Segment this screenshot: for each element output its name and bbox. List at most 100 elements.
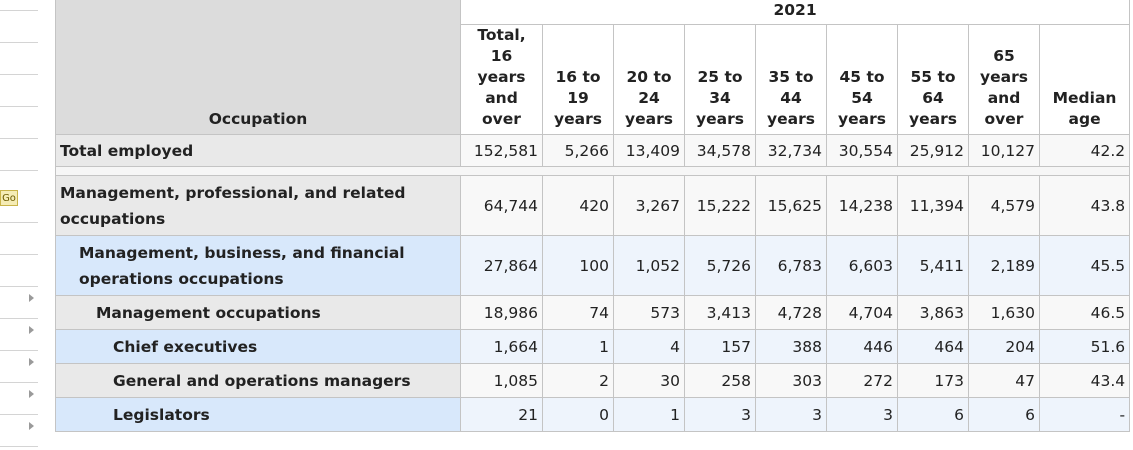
cell-value: 258 <box>684 363 756 398</box>
col-header-45-54: 45 to 54 years <box>826 24 898 135</box>
cell-value: 2 <box>542 363 614 398</box>
left-gutter: Go <box>0 0 38 450</box>
cell-value: 74 <box>542 295 614 330</box>
cell-value: 4,704 <box>826 295 898 330</box>
cell-value: 1,664 <box>460 329 543 364</box>
cell-value: 6 <box>968 397 1040 432</box>
cell-value: 14,238 <box>826 175 898 236</box>
col-header-20-24: 20 to 24 years <box>613 24 685 135</box>
table-row: Total employed 152,581 5,266 13,409 34,5… <box>55 134 1131 167</box>
cell-value: - <box>1038 397 1131 432</box>
cell-value: 30,554 <box>826 134 898 167</box>
expand-arrow-icon[interactable] <box>29 358 34 366</box>
cell-value: 3,267 <box>613 175 685 236</box>
cell-value: 18,986 <box>460 295 543 330</box>
row-label: General and operations managers <box>55 363 461 398</box>
cell-value: 3,863 <box>897 295 969 330</box>
cell-value: 27,864 <box>460 235 543 296</box>
cell-value: 46.5 <box>1038 295 1131 330</box>
cell-value: 13,409 <box>613 134 685 167</box>
cell-value: 11,394 <box>897 175 969 236</box>
col-header-65-over: 65 years and over <box>968 24 1040 135</box>
cell-value: 2,189 <box>968 235 1040 296</box>
cell-value: 32,734 <box>755 134 827 167</box>
expand-arrow-icon[interactable] <box>29 326 34 334</box>
col-header-25-34: 25 to 34 years <box>684 24 756 135</box>
expand-arrow-icon[interactable] <box>29 390 34 398</box>
cell-value: 100 <box>542 235 614 296</box>
expand-arrow-icon[interactable] <box>29 294 34 302</box>
gutter-divider <box>0 318 38 319</box>
cell-value: 51.6 <box>1038 329 1131 364</box>
gutter-divider <box>0 254 38 255</box>
table-row: Chief executives 1,664 1 4 157 388 446 4… <box>55 329 1131 364</box>
row-label: Total employed <box>55 134 461 167</box>
row-spacer <box>54 166 1131 176</box>
go-button[interactable]: Go <box>0 190 18 206</box>
occupation-header: Occupation <box>55 0 461 135</box>
table-row: Management, professional, and related oc… <box>55 175 1131 236</box>
cell-value: 4,579 <box>968 175 1040 236</box>
cell-value: 173 <box>897 363 969 398</box>
col-header-median-age: Median age <box>1038 24 1131 135</box>
cell-value: 15,625 <box>755 175 827 236</box>
cell-value: 3 <box>755 397 827 432</box>
cell-value: 21 <box>460 397 543 432</box>
cell-value: 464 <box>897 329 969 364</box>
gutter-divider <box>0 42 38 43</box>
cell-value: 272 <box>826 363 898 398</box>
cell-value: 4 <box>613 329 685 364</box>
row-label: Chief executives <box>55 329 461 364</box>
cell-value: 64,744 <box>460 175 543 236</box>
cell-value: 1 <box>613 397 685 432</box>
gutter-divider <box>0 286 38 287</box>
cell-value: 47 <box>968 363 1040 398</box>
table-row: Management occupations 18,986 74 573 3,4… <box>55 295 1131 330</box>
cell-value: 1 <box>542 329 614 364</box>
cell-value: 43.8 <box>1038 175 1131 236</box>
gutter-divider <box>0 414 38 415</box>
cell-value: 157 <box>684 329 756 364</box>
cell-value: 446 <box>826 329 898 364</box>
row-label: Management, business, and financial oper… <box>55 235 461 296</box>
gutter-divider <box>0 170 38 171</box>
cell-value: 420 <box>542 175 614 236</box>
cell-value: 45.5 <box>1038 235 1131 296</box>
cell-value: 43.4 <box>1038 363 1131 398</box>
row-label: Legislators <box>55 397 461 432</box>
table-row: General and operations managers 1,085 2 … <box>55 363 1131 398</box>
cell-value: 6,603 <box>826 235 898 296</box>
col-header-35-44: 35 to 44 years <box>755 24 827 135</box>
cell-value: 15,222 <box>684 175 756 236</box>
expand-arrow-icon[interactable] <box>29 422 34 430</box>
gutter-divider <box>0 106 38 107</box>
cell-value: 573 <box>613 295 685 330</box>
col-header-16-19: 16 to 19 years <box>542 24 614 135</box>
cell-value: 4,728 <box>755 295 827 330</box>
table-row: Management, business, and financial oper… <box>55 235 1131 296</box>
gutter-divider <box>0 10 38 11</box>
gutter-divider <box>0 222 38 223</box>
cell-value: 204 <box>968 329 1040 364</box>
employment-by-age-table: Occupation 2021 Total, 16 years and over… <box>54 0 1131 432</box>
gutter-divider <box>0 350 38 351</box>
row-label: Management, professional, and related oc… <box>55 175 461 236</box>
cell-value: 152,581 <box>460 134 543 167</box>
cell-value: 3 <box>684 397 756 432</box>
cell-value: 10,127 <box>968 134 1040 167</box>
cell-value: 42.2 <box>1038 134 1131 167</box>
cell-value: 6,783 <box>755 235 827 296</box>
gutter-divider <box>0 138 38 139</box>
cell-value: 34,578 <box>684 134 756 167</box>
cell-value: 1,085 <box>460 363 543 398</box>
cell-value: 5,411 <box>897 235 969 296</box>
cell-value: 303 <box>755 363 827 398</box>
cell-value: 30 <box>613 363 685 398</box>
table-row: Legislators 21 0 1 3 3 3 6 6 - <box>55 397 1131 432</box>
cell-value: 0 <box>542 397 614 432</box>
year-header: 2021 <box>459 0 1131 25</box>
gutter-divider <box>0 74 38 75</box>
col-header-55-64: 55 to 64 years <box>897 24 969 135</box>
cell-value: 3,413 <box>684 295 756 330</box>
cell-value: 3 <box>826 397 898 432</box>
